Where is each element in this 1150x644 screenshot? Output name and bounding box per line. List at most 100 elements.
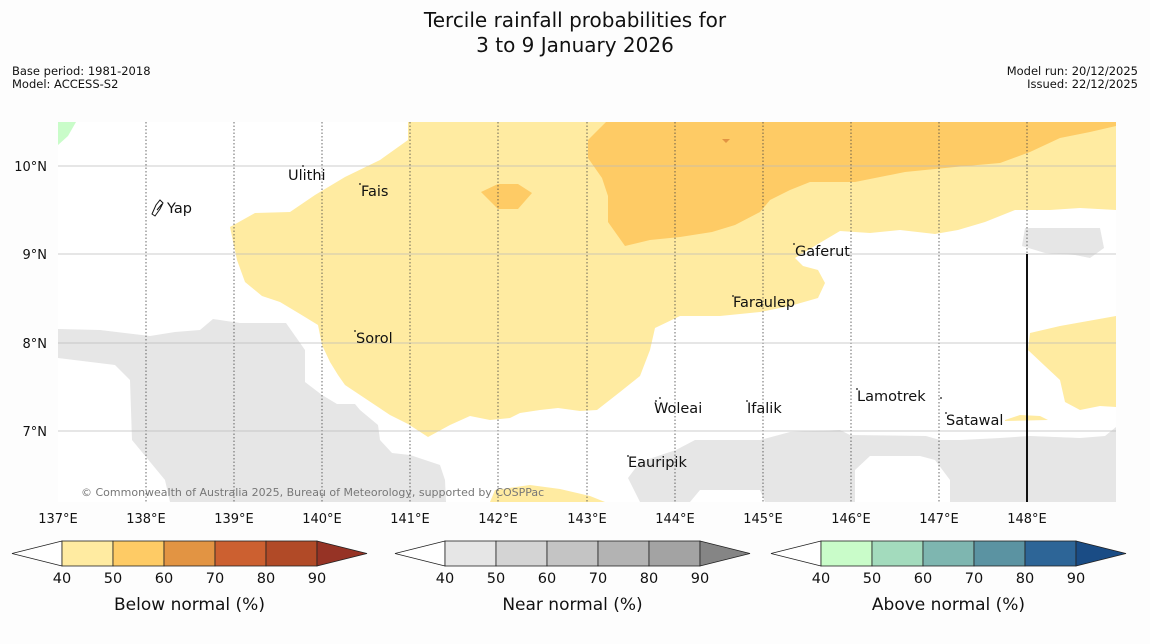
place-label-woleai: Woleai	[654, 401, 702, 417]
place-label-lamotrek: Lamotrek	[857, 389, 926, 405]
below-normal-50-dot	[722, 139, 730, 143]
near-normal-region-ne	[1022, 228, 1104, 258]
meta-right: Model run: 20/12/2025 Issued: 22/12/2025	[1007, 65, 1138, 91]
legend-tick: 90	[691, 571, 709, 587]
legend-swatch	[1024, 540, 1077, 567]
title-line-1: Tercile rainfall probabilities for	[423, 8, 727, 32]
place-label-ulithi: Ulithi	[288, 168, 326, 184]
place-label-sorol: Sorol	[356, 331, 393, 347]
island-dot	[940, 397, 942, 399]
longitude-tick: 145°E	[743, 512, 783, 527]
legend-extend-low	[394, 540, 446, 567]
legend-swatch	[495, 540, 548, 567]
legend-tick: 60	[914, 571, 932, 587]
legend-tick: 50	[863, 571, 881, 587]
legend-swatch	[546, 540, 599, 567]
legend-extend-low	[11, 540, 63, 567]
legend-tick: 40	[812, 571, 830, 587]
legend-swatch	[973, 540, 1026, 567]
legend-tick: 90	[1067, 571, 1085, 587]
longitude-tick: 139°E	[214, 512, 254, 527]
legend-tick: 60	[538, 571, 556, 587]
legend-tick: 40	[436, 571, 454, 587]
place-labels: Yap Ulithi Fais Gaferut Faraulep Sorol Woleai I…	[166, 168, 1003, 471]
longitude-tick: 140°E	[302, 512, 342, 527]
longitude-tick: 137°E	[38, 512, 78, 527]
longitude-tick: 148°E	[1007, 512, 1047, 527]
near-normal-region-sw	[58, 319, 446, 502]
latitude-tick-labels: 10°N 9°N 8°N 7°N	[14, 160, 47, 440]
legend-swatch	[922, 540, 975, 567]
place-label-yap: Yap	[166, 201, 192, 217]
legend-tick: 70	[589, 571, 607, 587]
model-name: Model: ACCESS-S2	[12, 77, 119, 91]
legend-title: Near normal (%)	[502, 595, 642, 615]
place-label-satawal: Satawal	[946, 413, 1003, 429]
island-dot	[627, 455, 629, 457]
island-dot	[659, 397, 661, 399]
legend-tick: 50	[487, 571, 505, 587]
place-label-ifalik: Ifalik	[747, 401, 782, 417]
island-dot	[655, 400, 657, 402]
legend-near-normal: 40 50 60 70 80 90 Near normal (%)	[394, 540, 751, 615]
legend-swatch	[871, 540, 924, 567]
legend-title: Below normal (%)	[114, 595, 265, 615]
place-label-fais: Fais	[361, 184, 388, 200]
legend-tick: 60	[155, 571, 173, 587]
issued-date: Issued: 22/12/2025	[1027, 77, 1138, 91]
longitude-tick: 147°E	[919, 512, 959, 527]
legend-tick: 70	[206, 571, 224, 587]
below-normal-40-bottom	[490, 485, 605, 502]
near-normal-region-se	[628, 427, 1116, 502]
longitude-tick: 142°E	[478, 512, 518, 527]
model-run: Model run: 20/12/2025	[1006, 64, 1138, 78]
legend-swatch	[163, 540, 216, 567]
title-line-2: 3 to 9 January 2026	[476, 33, 674, 57]
longitude-tick-labels: 137°E 138°E 139°E 140°E 141°E 142°E 143°E 144°E…	[38, 512, 1047, 527]
legend-extend-low	[770, 540, 822, 567]
base-period: Base period: 1981-2018	[12, 64, 151, 78]
longitude-tick: 143°E	[567, 512, 607, 527]
island-dot	[302, 165, 304, 167]
legend-extend-high	[316, 540, 368, 567]
legend-swatch	[265, 540, 318, 567]
latitude-tick: 9°N	[23, 248, 48, 263]
island-dot	[945, 412, 947, 414]
island-dot	[856, 388, 858, 390]
legend-swatch	[648, 540, 701, 567]
legend-tick: 80	[257, 571, 275, 587]
longitude-tick: 146°E	[831, 512, 871, 527]
latitude-tick: 10°N	[14, 160, 47, 175]
island-markers	[302, 165, 947, 457]
legend-tick: 80	[1016, 571, 1034, 587]
place-label-gaferut: Gaferut	[795, 244, 850, 260]
legend-title: Above normal (%)	[872, 595, 1025, 615]
legend-swatch	[112, 540, 165, 567]
island-dot	[793, 243, 795, 245]
below-normal-40-east	[1028, 316, 1116, 410]
place-label-faraulep: Faraulep	[733, 295, 795, 311]
island-dot	[354, 330, 356, 332]
island-dot	[746, 400, 748, 402]
copyright-text: © Commonwealth of Australia 2025, Bureau…	[81, 486, 544, 499]
legend-swatch	[820, 540, 873, 567]
map-title: Tercile rainfall probabilities for 3 to …	[0, 8, 1150, 58]
legend-swatch	[597, 540, 650, 567]
longitude-tick: 141°E	[390, 512, 430, 527]
legend-tick: 80	[640, 571, 658, 587]
longitude-tick: 138°E	[126, 512, 166, 527]
legend-above-normal: 40 50 60 70 80 90 Above normal (%)	[770, 540, 1127, 615]
above-normal-region-nw	[58, 122, 76, 145]
legend-tick: 50	[104, 571, 122, 587]
latitude-tick: 8°N	[23, 337, 48, 352]
legend-swatch	[61, 540, 114, 567]
legend-extend-high	[699, 540, 751, 567]
below-normal-50-blob	[481, 184, 532, 209]
legend-swatch	[214, 540, 267, 567]
map-area: Yap Ulithi Fais Gaferut Faraulep Sorol Woleai I…	[58, 122, 1116, 502]
legend-tick: 70	[965, 571, 983, 587]
yap-island-shape	[151, 199, 164, 217]
island-dot	[359, 183, 361, 185]
place-label-eauripik: Eauripik	[628, 455, 687, 471]
